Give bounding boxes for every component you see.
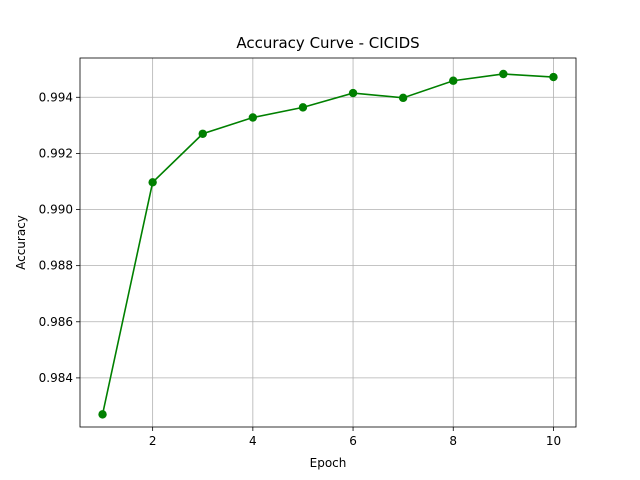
data-point-marker xyxy=(148,178,157,187)
data-point-marker xyxy=(499,69,508,79)
x-tick-label: 10 xyxy=(546,434,561,448)
data-point-marker xyxy=(549,72,558,82)
x-axis-label: Epoch xyxy=(310,456,347,470)
data-point-marker xyxy=(98,410,107,419)
data-point-marker xyxy=(198,129,207,138)
data-point-marker xyxy=(449,76,458,85)
y-tick-label: 0.992 xyxy=(39,146,73,160)
series-line xyxy=(101,73,554,415)
y-tick-label: 0.988 xyxy=(39,259,73,273)
plot-frame xyxy=(79,57,577,428)
y-tick-label: 0.994 xyxy=(39,90,73,104)
data-point-marker xyxy=(248,113,258,122)
y-axis-label: Accuracy xyxy=(14,215,28,270)
x-tick-label: 2 xyxy=(149,434,157,448)
chart-title: Accuracy Curve - CICIDS xyxy=(236,34,419,52)
y-tick-label: 0.990 xyxy=(39,203,73,217)
y-tick-label: 0.986 xyxy=(39,315,73,329)
data-point-marker xyxy=(298,103,308,112)
data-series xyxy=(98,69,558,419)
axis-ticks: 2 4 6 8 10 0.984 0.986 0.988 0.990 0.992 0.994 xyxy=(39,90,561,448)
x-tick-label: 6 xyxy=(349,434,357,448)
y-tick-label: 0.984 xyxy=(39,371,73,385)
data-point-marker xyxy=(348,88,358,98)
x-tick-label: 8 xyxy=(449,434,457,448)
x-tick-label: 4 xyxy=(249,434,257,448)
data-point-marker xyxy=(398,93,408,103)
